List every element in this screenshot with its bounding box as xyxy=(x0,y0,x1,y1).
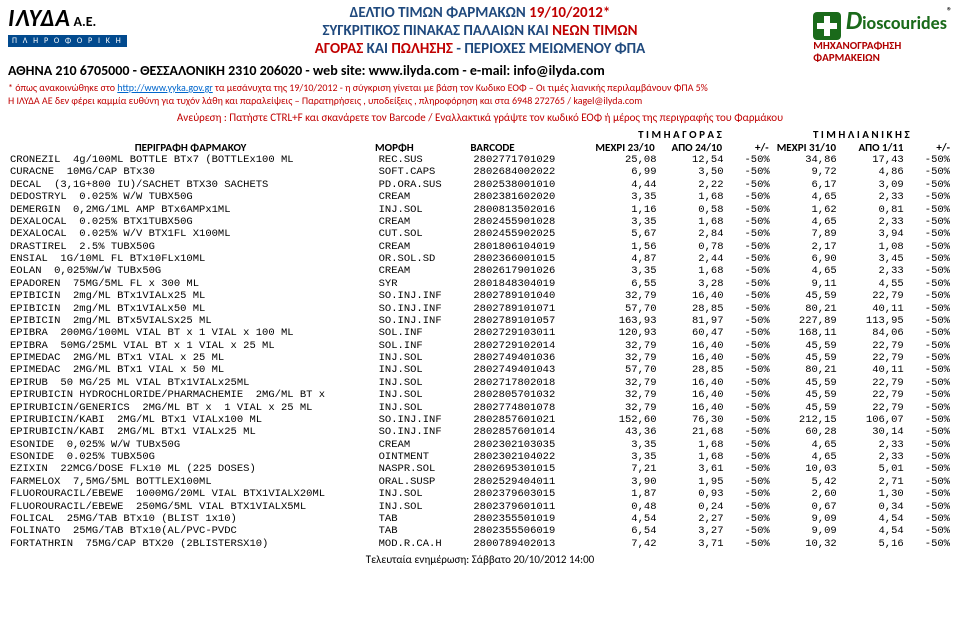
ilyda-name: ΙΛΥΔΑ xyxy=(8,4,71,33)
title-l3c: ΠΩΛΗΣΗΣ xyxy=(391,40,453,58)
table-row: DECAL (3,1G+800 IU)/SACHET BTX30 SACHETS… xyxy=(8,179,952,191)
table-row: EPIBICIN 2mg/ML BTx1VIALx25 MLSO.INJ.INF… xyxy=(8,290,952,302)
th-group-lianikis: Τ Ι Μ Η Λ Ι Α Ν Ι Κ Η Σ xyxy=(771,128,952,141)
th-mexri31: ΜΕΧΡΙ 31/10 xyxy=(771,141,838,154)
th-pct1: +/- xyxy=(724,141,771,154)
title-l2b: ΝΕΩΝ ΤΙΜΩΝ xyxy=(552,22,637,40)
title-l3a: ΑΓΟΡΑΣ xyxy=(315,40,367,58)
table-row: EOLAN 0,025%W/W TUBx50GCREAM280261790102… xyxy=(8,265,952,277)
title-l3b: ΚΑΙ xyxy=(367,40,392,58)
table-row: DEMERGIN 0,2MG/1ML AMP BTx6AMPx1MLINJ.SO… xyxy=(8,204,952,216)
table-row: EPADOREN 75MG/5ML FL x 300 MLSYR28018483… xyxy=(8,278,952,290)
table-row: ESONIDE 0.025% TUBX50GOINTMENT2802302104… xyxy=(8,451,952,463)
ilyda-ae: Α.Ε. xyxy=(73,13,96,30)
table-row: EPIRUBICIN HYDROCHLORIDE/PHARMACHEMIE 2M… xyxy=(8,389,952,401)
title-l2a: ΣΥΓΚΡΙΤΙΚΟΣ ΠΙΝΑΚΑΣ ΠΑΛΑΙΩΝ ΚΑΙ xyxy=(323,22,553,40)
th-apo24: ΑΠΟ 24/10 xyxy=(657,141,724,154)
logo-left: ΙΛΥΔΑ Α.Ε. Π Λ Η Ρ Ο Φ Ο Ρ Ι Κ Η xyxy=(8,4,127,47)
table-row: FLUOROURACIL/EBEWE 250MG/5ML VIAL BTX1VI… xyxy=(8,501,952,513)
th-morf: ΜΟΡΦΗ xyxy=(373,141,468,154)
table-row: EPIBICIN 2mg/ML BTx1VIALx50 MLSO.INJ.INF… xyxy=(8,303,952,315)
footer: Τελευταία ενημέρωση: Σάββατο 20/10/2012 … xyxy=(8,553,952,566)
table-row: FARMELOX 7,5MG/5ML BOTTLEX100MLORAL.SUSP… xyxy=(8,476,952,488)
table-row: EPIRUBICIN/KABI 2MG/ML BTx1 VIALx25 MLSO… xyxy=(8,426,952,438)
th-group-agoras: Τ Ι Μ Η Α Γ Ο Ρ Α Σ xyxy=(589,128,770,141)
ilyda-sub: Π Λ Η Ρ Ο Φ Ο Ρ Ι Κ Η xyxy=(8,35,127,47)
th-apo1: ΑΠΟ 1/11 xyxy=(838,141,905,154)
table-row: EPIMEDAC 2MG/ML BTx1 VIAL x 50 MLINJ.SOL… xyxy=(8,364,952,376)
title-l1b: 19/10/2012* xyxy=(529,4,610,22)
th-pct2: +/- xyxy=(905,141,952,154)
table-row: FOLINATO 25MG/TAB BTx10(AL/PVC-PVDCTAB28… xyxy=(8,525,952,537)
note3: Ανεύρεση : Πατήστε CTRL+F και σκανάρετε … xyxy=(8,111,952,124)
th-mexri23: ΜΕΧΡΙ 23/10 xyxy=(589,141,656,154)
title-l1a: ΔΕΛΤΙΟ ΤΙΜΩΝ ΦΑΡΜΑΚΩΝ xyxy=(350,4,529,22)
cross-icon xyxy=(813,12,841,40)
th-desc: ΠΕΡΙΓΡΑΦΗ ΦΑΡΜΑΚΟΥ xyxy=(8,141,373,154)
table-row: EZIXIN 22MCG/DOSE FLx10 ML (225 DOSES)NA… xyxy=(8,463,952,475)
table-row: EPIBRA 200MG/100ML VIAL BT x 1 VIAL x 10… xyxy=(8,327,952,339)
title-l3d: - ΠΕΡΙΟΧΕΣ ΜΕΙΩΜΕΝΟΥ ΦΠΑ xyxy=(453,40,645,58)
table-row: CRONEZIL 4g/100ML BOTTLE BTx7 (BOTTLEx10… xyxy=(8,154,952,166)
note1: * όπως ανακοινώθηκε στο http://www.yyka.… xyxy=(8,81,952,94)
table-row: FOLICAL 25MG/TAB BTx10 (BLIST 1x10)TAB28… xyxy=(8,513,952,525)
table-row: EPIRUBICIN/GENERICS 2MG/ML BT x 1 VIAL x… xyxy=(8,402,952,414)
table-row: DEXALOCAL 0.025% BTX1TUBX50GCREAM2802455… xyxy=(8,216,952,228)
table-row: FLUOROURACIL/EBEWE 1000MG/20ML VIAL BTX1… xyxy=(8,488,952,500)
mhx-line2: ΦΑΡΜΑΚΕΙΩΝ xyxy=(813,52,952,64)
table-row: ENSIAL 1G/10ML FL BTx10FLx10MLOR.SOL.SD2… xyxy=(8,253,952,265)
table-row: EPIBRA 50MG/25ML VIAL BT x 1 VIAL x 25 M… xyxy=(8,340,952,352)
contact-row: ΑΘΗΝΑ 210 6705000 - ΘΕΣΣΑΛΟΝΙΚΗ 2310 206… xyxy=(8,62,952,79)
table-row: EPIMEDAC 2MG/ML BTx1 VIAL x 25 MLINJ.SOL… xyxy=(8,352,952,364)
table-row: FORTATHRIN 75MG/CAP BTX20 (2BLISTERSX10)… xyxy=(8,538,952,550)
table-row: ESONIDE 0,025% W/W TUBx50GCREAM280230210… xyxy=(8,439,952,451)
th-barcode: BARCODE xyxy=(468,141,589,154)
table-row: EPIBICIN 2mg/ML BTx5VIALSx25 MLSO.INJ.IN… xyxy=(8,315,952,327)
table-row: CURACNE 10MG/CAP BTx30SOFT.CAPS280268400… xyxy=(8,166,952,178)
table-row: EPIRUB 50 MG/25 ML VIAL BTx1VIALx25MLINJ… xyxy=(8,377,952,389)
data-table: CRONEZIL 4g/100ML BOTTLE BTx7 (BOTTLEx10… xyxy=(8,154,952,550)
dioscourides-name: Dioscourides® xyxy=(846,12,952,34)
logo-right: Dioscourides® ΜΗΧΑΝΟΓΡΑΦΗΣΗ ΦΑΡΜΑΚΕΙΩΝ xyxy=(813,4,952,63)
table-row: DRASTIREL 2.5% TUBX50GCREAM2801806104019… xyxy=(8,241,952,253)
note2: Η ΙΛΥΔΑ ΑΕ δεν φέρει καμμία ευθύνη για τ… xyxy=(8,94,952,107)
yyka-link[interactable]: http://www.yyka.gov.gr xyxy=(117,81,212,94)
table-row: DEXALOCAL 0.025% W/V BTX1FL X100MLCUT.SO… xyxy=(8,228,952,240)
table-row: DEDOSTRYL 0.025% W/W TUBX50GCREAM2802381… xyxy=(8,191,952,203)
table-row: EPIRUBICIN/KABI 2MG/ML BTx1 VIALx100 MLS… xyxy=(8,414,952,426)
